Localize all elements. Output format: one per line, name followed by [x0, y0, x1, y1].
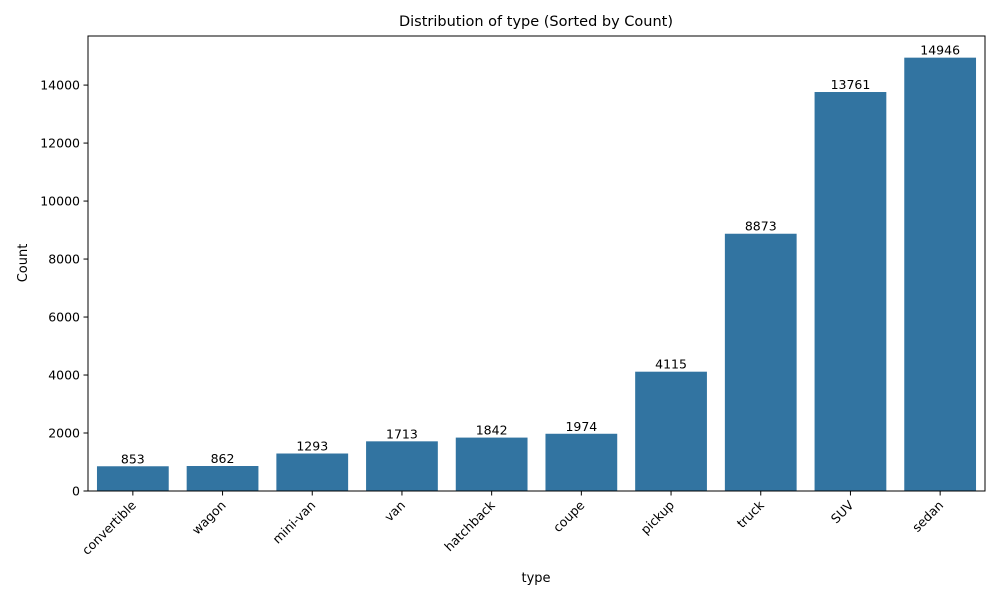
- bar-value-label: 1842: [476, 423, 508, 438]
- x-tick-label: SUV: [828, 497, 857, 526]
- bar-value-label: 13761: [831, 77, 871, 92]
- x-axis: convertible wagon mini-van van hatchback coup…: [79, 491, 946, 558]
- bar-value-label: 862: [211, 451, 235, 466]
- bar-pickup: [635, 371, 707, 491]
- bars-group: [96, 57, 977, 492]
- y-axis: 0 2000 4000 6000 8000 10000 12000 14000: [40, 78, 88, 499]
- bar-value-label: 8873: [745, 219, 777, 234]
- y-tick-label: 10000: [40, 194, 80, 209]
- bar-sedan: [904, 57, 977, 491]
- plot-frame: [87, 35, 986, 492]
- y-tick-label: 6000: [48, 310, 80, 325]
- x-tick-label: truck: [734, 497, 768, 531]
- x-tick-label: sedan: [909, 498, 946, 535]
- bar-coupe: [545, 433, 618, 491]
- bar-labels-group: 853 862 1293 1713 1842 1974 4115 8873 13761 14946: [121, 43, 960, 467]
- bar-convertible: [96, 466, 169, 491]
- y-tick-label: 12000: [40, 136, 80, 151]
- chart-title: Distribution of type (Sorted by Count): [399, 14, 673, 30]
- bar-hatchback: [455, 437, 528, 491]
- bar-van: [366, 441, 438, 491]
- y-tick-label: 8000: [48, 252, 80, 267]
- bar-value-label: 14946: [920, 43, 960, 58]
- x-tick-label: mini-van: [269, 498, 318, 547]
- y-tick-label: 0: [72, 484, 80, 499]
- x-axis-label: type: [521, 571, 550, 586]
- x-tick-label: convertible: [79, 497, 139, 557]
- bar-mini-van: [276, 453, 349, 491]
- bar-value-label: 4115: [655, 357, 687, 372]
- bar-SUV: [814, 92, 887, 492]
- bar-wagon: [186, 466, 259, 491]
- y-tick-label: 4000: [48, 368, 80, 383]
- bar-value-label: 1713: [386, 426, 418, 441]
- bar-value-label: 853: [121, 451, 145, 466]
- x-tick-label: wagon: [189, 498, 229, 538]
- y-tick-label: 14000: [40, 78, 80, 93]
- bar-value-label: 1974: [565, 419, 597, 434]
- bar-value-label: 1293: [296, 439, 328, 454]
- bar-truck: [724, 233, 797, 491]
- x-tick-label: hatchback: [441, 497, 498, 554]
- y-tick-label: 2000: [48, 426, 80, 441]
- x-tick-label: pickup: [638, 497, 678, 537]
- y-axis-label: Count: [16, 244, 31, 283]
- x-tick-label: van: [381, 498, 408, 525]
- x-tick-label: coupe: [550, 497, 588, 535]
